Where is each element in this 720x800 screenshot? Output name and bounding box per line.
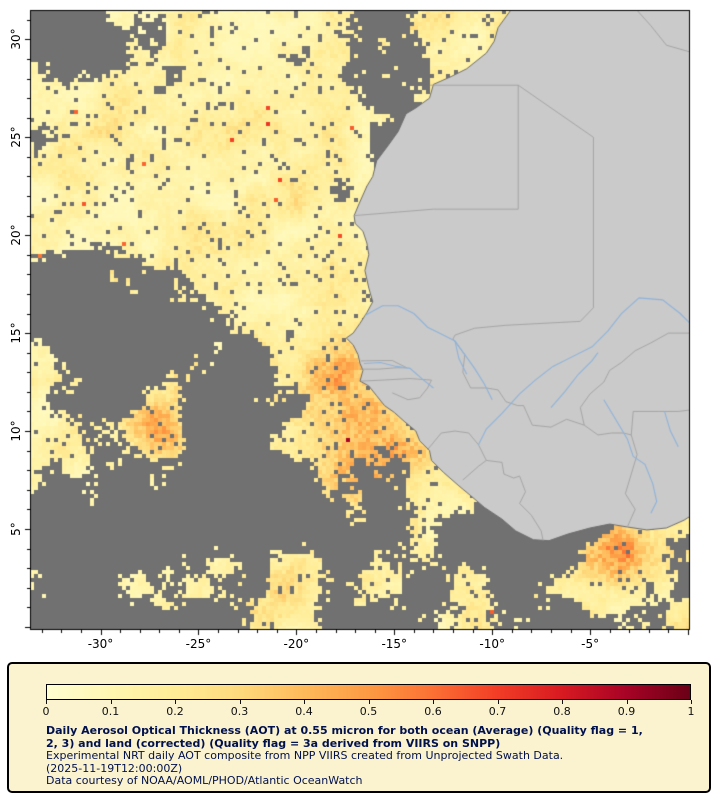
colorbar-tickmark <box>304 700 305 704</box>
aot-map-figure: 30° 25° 20° 15° 10° 5° -30° -25° -20° -15° -10° -5… <box>0 0 720 660</box>
colorbar-tickmark <box>433 700 434 704</box>
lat-tick-label: 10° <box>9 420 23 442</box>
lat-tick-label: 5° <box>9 522 23 536</box>
lon-tick-label: -10° <box>479 637 505 651</box>
colorbar-tick-labels: 0 0.1 0.2 0.3 0.4 0.5 0.6 0.7 0.8 0.9 1 <box>43 705 695 719</box>
colorbar-tickmark <box>691 700 692 704</box>
colorbar-tickmark <box>110 700 112 704</box>
legend-title-line2: 2, 3) and land (corrected) (Quality flag… <box>46 736 501 750</box>
lon-tick-label: -20° <box>283 637 310 651</box>
colorbar-tick-label: 1 <box>687 705 695 718</box>
lon-tick-label: -15° <box>381 637 408 651</box>
lat-tick-label: 20° <box>9 224 23 246</box>
colorbar-tick-label: 0 <box>42 705 50 718</box>
colorbar-tick-label: 0.5 <box>359 705 378 718</box>
aot-map-canvas <box>0 0 720 660</box>
colorbar-tick-label: 0.1 <box>101 705 120 718</box>
colorbar <box>46 684 691 700</box>
legend-title-line1: Daily Aerosol Optical Thickness (AOT) at… <box>46 724 643 737</box>
colorbar-tickmark <box>239 700 241 704</box>
colorbar-tickmark <box>562 700 563 704</box>
colorbar-tickmark <box>497 700 499 704</box>
colorbar-tick-label: 0.2 <box>166 705 184 718</box>
lat-tick-label: 30° <box>9 28 23 50</box>
lat-tick-label: 25° <box>9 126 23 148</box>
colorbar-tickmarks <box>46 700 692 704</box>
colorbar-tick-label: 0.4 <box>295 705 313 718</box>
lat-tick-label: 15° <box>9 322 23 344</box>
colorbar-tick-label: 0.9 <box>617 705 636 718</box>
colorbar-tick-label: 0.3 <box>230 705 249 718</box>
colorbar-tickmark <box>626 700 628 704</box>
colorbar-tick-label: 0.7 <box>488 705 507 718</box>
colorbar-tickmark <box>46 700 47 704</box>
lon-tick-label: -30° <box>87 637 114 651</box>
colorbar-tickmark <box>368 700 370 704</box>
legend-description: Experimental NRT daily AOT composite fro… <box>46 749 564 763</box>
lon-tick-label: -5° <box>581 637 600 651</box>
legend-credit: Data courtesy of NOAA/AOML/PHOD/Atlantic… <box>46 774 363 788</box>
legend-caption: Daily Aerosol Optical Thickness (AOT) at… <box>46 724 643 788</box>
legend-panel: 0 0.1 0.2 0.3 0.4 0.5 0.6 0.7 0.8 0.9 1 Daily Aero… <box>7 662 711 793</box>
legend-timestamp: (2025-11-19T12:00:00Z) <box>46 761 183 775</box>
colorbar-tick-label: 0.6 <box>424 705 442 718</box>
colorbar-tick-label: 0.8 <box>553 705 571 718</box>
colorbar-tickmark <box>175 700 176 704</box>
lon-tick-label: -25° <box>185 637 212 651</box>
